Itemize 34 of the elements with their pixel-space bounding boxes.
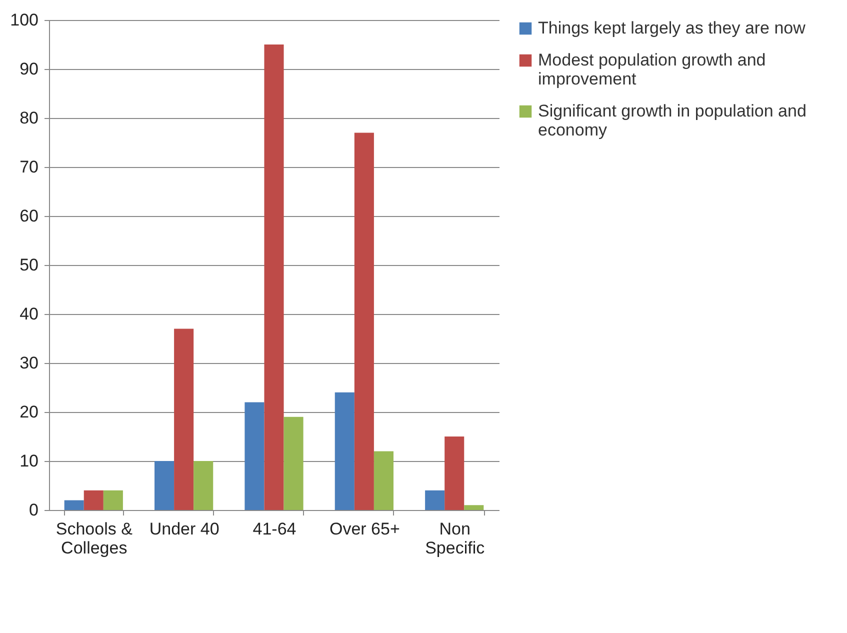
y-tick-label: 90 xyxy=(20,60,38,78)
y-tick-label: 60 xyxy=(20,206,38,226)
y-tick-label: 50 xyxy=(20,256,38,274)
x-tick-label: Non Specific xyxy=(425,520,486,558)
bar xyxy=(264,44,284,510)
bar xyxy=(174,328,194,510)
bar xyxy=(374,451,394,510)
bar xyxy=(284,416,304,510)
x-tick-label: Under 40 xyxy=(149,520,220,538)
x-tick-label: Over 65+ xyxy=(329,520,400,538)
bar xyxy=(103,490,123,510)
legend-label: Modest population growth and improvement xyxy=(538,50,766,88)
bar xyxy=(464,505,484,510)
bar xyxy=(244,402,264,510)
y-tick-label: 40 xyxy=(20,304,38,324)
bar xyxy=(425,490,445,510)
bar xyxy=(444,436,464,510)
y-tick-label: 0 xyxy=(29,500,38,520)
bar xyxy=(194,461,214,510)
y-tick-label: 70 xyxy=(20,158,38,176)
legend-label: Significant growth in population and economy xyxy=(538,102,806,140)
bar xyxy=(84,490,104,510)
legend-label: Things kept largely as they are now xyxy=(538,18,806,38)
bar xyxy=(354,132,374,510)
y-tick-label: 10 xyxy=(20,452,38,470)
bar xyxy=(154,461,174,510)
bar xyxy=(64,500,84,510)
y-tick-label: 80 xyxy=(20,108,38,128)
x-tick-label: 41-64 xyxy=(252,520,296,538)
y-tick-label: 100 xyxy=(10,10,38,30)
y-tick-label: 20 xyxy=(20,402,38,422)
x-tick-label: Schools & Colleges xyxy=(56,520,134,558)
y-tick-label: 30 xyxy=(20,354,38,372)
bar xyxy=(334,392,354,510)
